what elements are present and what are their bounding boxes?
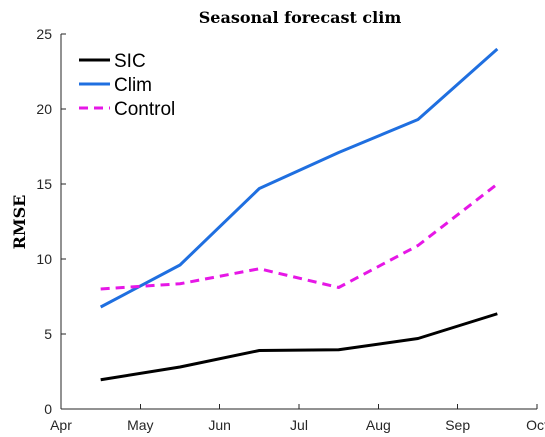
series-group	[99, 47, 499, 382]
legend-label-control: Control	[114, 99, 175, 120]
x-tick-label-may: May	[127, 417, 153, 433]
y-tick-label-20: 20	[36, 101, 52, 117]
y-tick-label-15: 15	[36, 176, 52, 192]
y-tick-label-5: 5	[44, 326, 52, 342]
y-axis-label: RMSE	[10, 195, 29, 250]
y-tick-label-0: 0	[44, 401, 52, 417]
chart-title: Seasonal forecast clim	[199, 8, 402, 27]
legend: SIC Clim Control	[79, 51, 175, 120]
x-tick-label-jun: Jun	[208, 417, 231, 433]
x-tick-label-apr: Apr	[50, 417, 72, 433]
x-tick-label-sep: Sep	[445, 417, 470, 433]
tick-group: Apr May Jun Jul Aug Sep Oct 0 5 10 15 20 25	[36, 26, 545, 433]
x-tick-label-jul: Jul	[290, 417, 308, 433]
legend-label-clim: Clim	[114, 75, 152, 96]
x-tick-label-aug: Aug	[366, 417, 391, 433]
series-line-sic	[100, 312, 498, 382]
y-tick-label-25: 25	[36, 26, 52, 42]
series-line-control	[100, 182, 499, 291]
series-line-clim	[99, 47, 499, 309]
legend-label-sic: SIC	[114, 51, 146, 72]
x-tick-label-oct: Oct	[526, 417, 545, 433]
y-tick-label-10: 10	[36, 251, 52, 267]
